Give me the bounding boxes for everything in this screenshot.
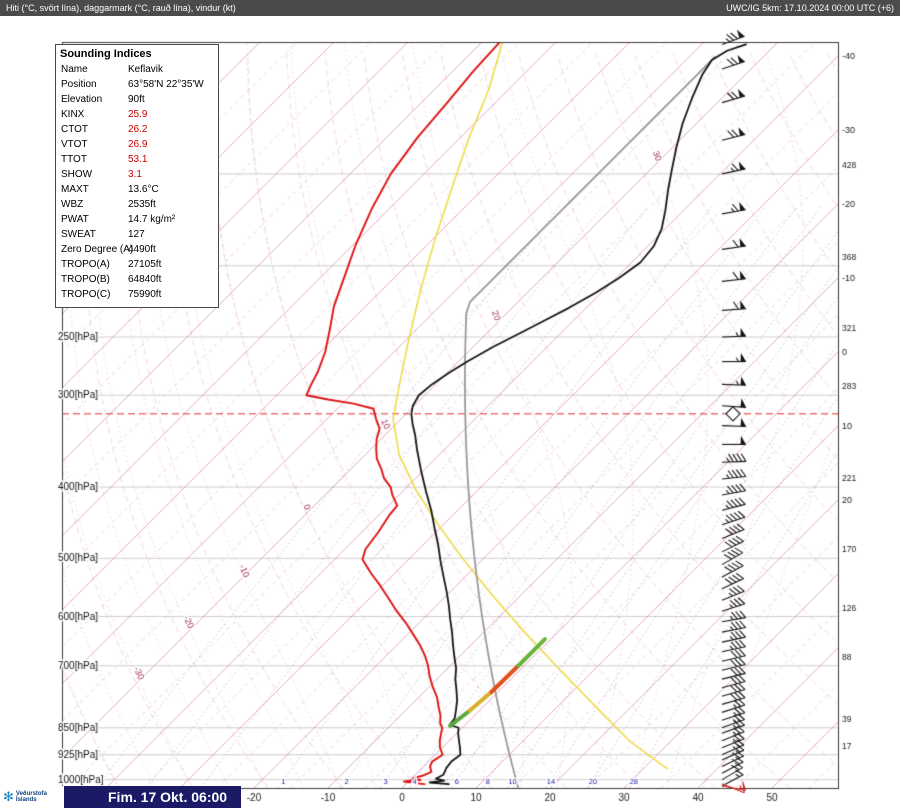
index-value: 26.2	[128, 124, 148, 135]
index-label: MAXT	[61, 184, 89, 195]
index-value: 3.1	[128, 169, 142, 180]
index-value: 127	[128, 229, 145, 240]
index-value: 90ft	[128, 94, 145, 105]
index-row-TROPO-B-: TROPO(B) 64840ft	[56, 273, 218, 288]
index-row-Zero-Degree-A-: Zero Degree (A) 4490ft	[56, 243, 218, 258]
index-label: TROPO(B)	[61, 274, 110, 285]
index-value: 27105ft	[128, 259, 162, 270]
index-value: 4490ft	[128, 244, 156, 255]
index-row-TROPO-A-: TROPO(A) 27105ft	[56, 258, 218, 273]
index-label: Elevation	[61, 94, 103, 105]
index-row-TTOT: TTOT 53.1	[56, 153, 218, 168]
index-row-Name: Name Keflavik	[56, 63, 218, 78]
index-row-KINX: KINX 25.9	[56, 108, 218, 123]
index-label: Name	[61, 64, 88, 75]
vedurstofa-logo: ✻ Veðurstofa Íslands	[0, 786, 64, 808]
sounding-indices-title: Sounding Indices	[60, 48, 152, 60]
index-value: 13.6°C	[128, 184, 159, 195]
index-row-VTOT: VTOT 26.9	[56, 138, 218, 153]
index-value: 53.1	[128, 154, 148, 165]
index-value: 63°58'N 22°35'W	[128, 79, 204, 90]
index-row-SWEAT: SWEAT 127	[56, 228, 218, 243]
valid-time-badge: Fim. 17 Okt. 06:00	[64, 786, 241, 808]
sounding-indices-rows: Name Keflavik Position 63°58'N 22°35'W Eleva…	[56, 63, 218, 303]
index-label: VTOT	[61, 139, 88, 150]
index-row-TROPO-C-: TROPO(C) 75990ft	[56, 288, 218, 303]
header-legend-text: Hiti (°C, svört lína), daggarmark (°C, r…	[6, 3, 236, 13]
header-bar: Hiti (°C, svört lína), daggarmark (°C, r…	[0, 0, 900, 16]
index-label: KINX	[61, 109, 85, 120]
index-label: SHOW	[61, 169, 93, 180]
index-row-Elevation: Elevation 90ft	[56, 93, 218, 108]
logo-text-line2: Íslands	[15, 797, 37, 803]
index-row-Position: Position 63°58'N 22°35'W	[56, 78, 218, 93]
index-row-MAXT: MAXT 13.6°C	[56, 183, 218, 198]
index-row-WBZ: WBZ 2535ft	[56, 198, 218, 213]
index-value: 25.9	[128, 109, 148, 120]
index-label: Zero Degree (A)	[61, 244, 134, 255]
index-label: SWEAT	[61, 229, 96, 240]
index-label: CTOT	[61, 124, 89, 135]
index-row-CTOT: CTOT 26.2	[56, 123, 218, 138]
index-value: 14.7 kg/m²	[128, 214, 176, 225]
header-model-run-text: UWC/IG 5km: 17.10.2024 00:00 UTC (+6)	[726, 3, 894, 13]
logo-text: Veðurstofa Íslands	[16, 791, 47, 804]
index-row-PWAT: PWAT 14.7 kg/m²	[56, 213, 218, 228]
index-value: 64840ft	[128, 274, 162, 285]
index-label: WBZ	[61, 199, 84, 210]
index-label: TTOT	[61, 154, 87, 165]
index-row-SHOW: SHOW 3.1	[56, 168, 218, 183]
index-value: 75990ft	[128, 289, 162, 300]
index-value: 26.9	[128, 139, 148, 150]
index-label: PWAT	[61, 214, 89, 225]
index-value: 2535ft	[128, 199, 156, 210]
snowflake-logo-icon: ✻	[3, 789, 14, 804]
index-label: TROPO(C)	[61, 289, 111, 300]
index-label: Position	[61, 79, 97, 90]
index-label: TROPO(A)	[61, 259, 110, 270]
index-value: Keflavik	[128, 64, 164, 75]
sounding-indices-box: Sounding Indices Name Keflavik Position 63°…	[55, 44, 219, 308]
logo-text-line1: Veðurstofa	[15, 790, 47, 797]
